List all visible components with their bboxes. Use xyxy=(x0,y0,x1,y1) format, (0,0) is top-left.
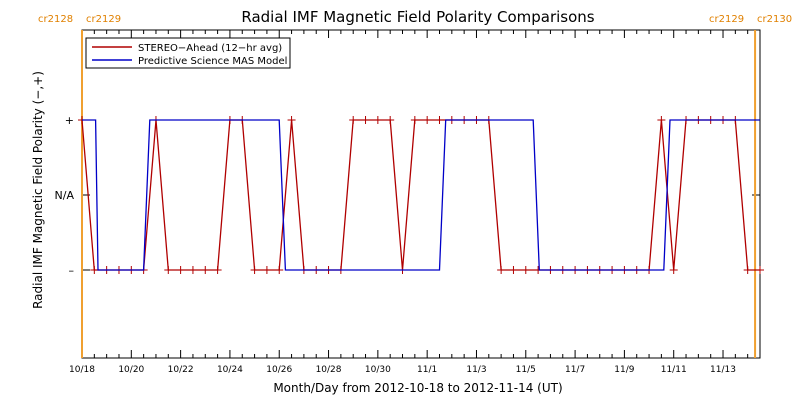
stereo-data-point xyxy=(743,266,752,274)
stereo-data-point xyxy=(250,266,259,274)
x-tick-label: 10/22 xyxy=(168,365,194,375)
stereo-data-point xyxy=(435,116,444,124)
stereo-data-point xyxy=(497,266,506,274)
stereo-data-point xyxy=(756,266,764,274)
cr-marker-right-label: cr2130 xyxy=(757,14,792,25)
cr-marker-right-label: cr2129 xyxy=(86,14,121,25)
stereo-data-point xyxy=(509,266,518,274)
mas-model-line xyxy=(82,119,760,271)
stereo-data-point xyxy=(262,266,271,274)
stereo-data-point xyxy=(410,116,419,124)
stereo-data-point xyxy=(164,266,173,274)
x-tick-label: 10/24 xyxy=(217,365,243,375)
carrington-rotation-markers xyxy=(81,30,757,358)
stereo-data-point xyxy=(657,116,666,124)
x-tick-label: 11/9 xyxy=(614,365,634,375)
legend-label-stereo: STEREO−Ahead (12−hr avg) xyxy=(138,43,282,54)
stereo-ahead-line xyxy=(81,119,760,271)
y-tick-label: N/A xyxy=(55,189,75,202)
stereo-data-point xyxy=(423,116,432,124)
stereo-data-point xyxy=(361,116,370,124)
x-tick-label: 11/1 xyxy=(417,365,437,375)
chart-title: Radial IMF Magnetic Field Polarity Compa… xyxy=(241,8,594,26)
x-tick-label: 11/7 xyxy=(565,365,585,375)
stereo-data-point xyxy=(521,266,530,274)
stereo-data-point xyxy=(176,266,185,274)
x-tick-label: 10/26 xyxy=(266,365,292,375)
stereo-data-point xyxy=(386,116,395,124)
y-tick-label: – xyxy=(69,264,75,277)
x-tick-label: 10/30 xyxy=(365,365,391,375)
x-tick-label: 11/5 xyxy=(516,365,536,375)
cr-marker-left-label: cr2129 xyxy=(709,14,744,25)
stereo-data-point xyxy=(669,266,678,274)
x-tick-label: 10/20 xyxy=(118,365,144,375)
x-tick-label: 11/11 xyxy=(661,365,687,375)
legend-label-model: Predictive Science MAS Model xyxy=(138,56,287,67)
legend-box xyxy=(85,37,291,69)
stereo-data-point xyxy=(213,266,222,274)
x-axis-label: Month/Day from 2012-10-18 to 2012-11-14 … xyxy=(273,381,562,395)
y-axis-label: Radial IMF Magnetic Field Polarity (−,+) xyxy=(31,71,45,309)
x-tick-label: 11/3 xyxy=(466,365,486,375)
y-tick-label: + xyxy=(65,114,74,127)
stereo-data-point xyxy=(201,266,210,274)
stereo-data-point xyxy=(90,266,99,274)
x-tick-label: 10/18 xyxy=(69,365,95,375)
stereo-data-point xyxy=(275,266,284,274)
stereo-data-point xyxy=(188,266,197,274)
stereo-data-point xyxy=(349,116,358,124)
series-layer xyxy=(78,116,764,274)
plot-frame xyxy=(81,29,761,359)
x-tick-label: 10/28 xyxy=(316,365,342,375)
x-tick-label: 11/13 xyxy=(710,365,736,375)
stereo-data-point xyxy=(287,116,296,124)
legend: STEREO−Ahead (12−hr avg) Predictive Scie… xyxy=(85,37,291,69)
cr-marker-left-label: cr2128 xyxy=(38,14,73,25)
stereo-data-point xyxy=(373,116,382,124)
